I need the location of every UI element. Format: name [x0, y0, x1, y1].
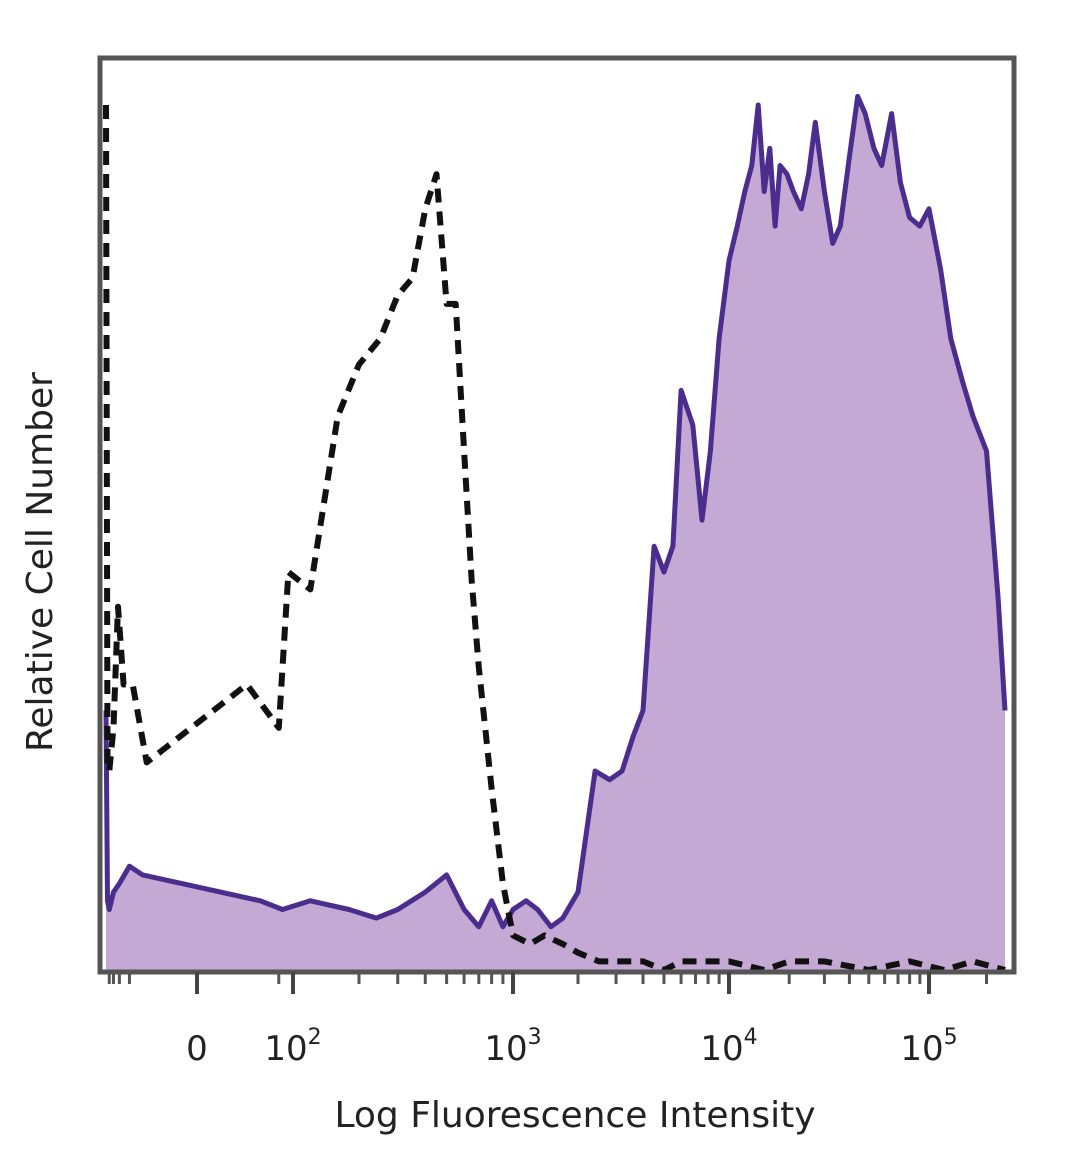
filled-histogram-outline: [103, 93, 1008, 930]
x-axis-title: Log Fluorescence Intensity: [334, 1095, 815, 1136]
x-tick-label: 103: [484, 1025, 541, 1069]
x-axis-ticks: 0 102 103 104 105: [107, 972, 988, 1069]
x-tick-label: 0: [186, 1029, 208, 1069]
x-tick-label: 105: [900, 1025, 957, 1069]
dashed-histogram-line: [103, 104, 1006, 973]
plot-frame: [97, 55, 1017, 975]
series-layer: [103, 93, 1008, 973]
y-axis-title: Relative Cell Number: [20, 372, 61, 752]
x-tick-label: 102: [264, 1025, 321, 1069]
filled-histogram-area: [106, 96, 1005, 970]
x-tick-label: 104: [700, 1025, 757, 1069]
